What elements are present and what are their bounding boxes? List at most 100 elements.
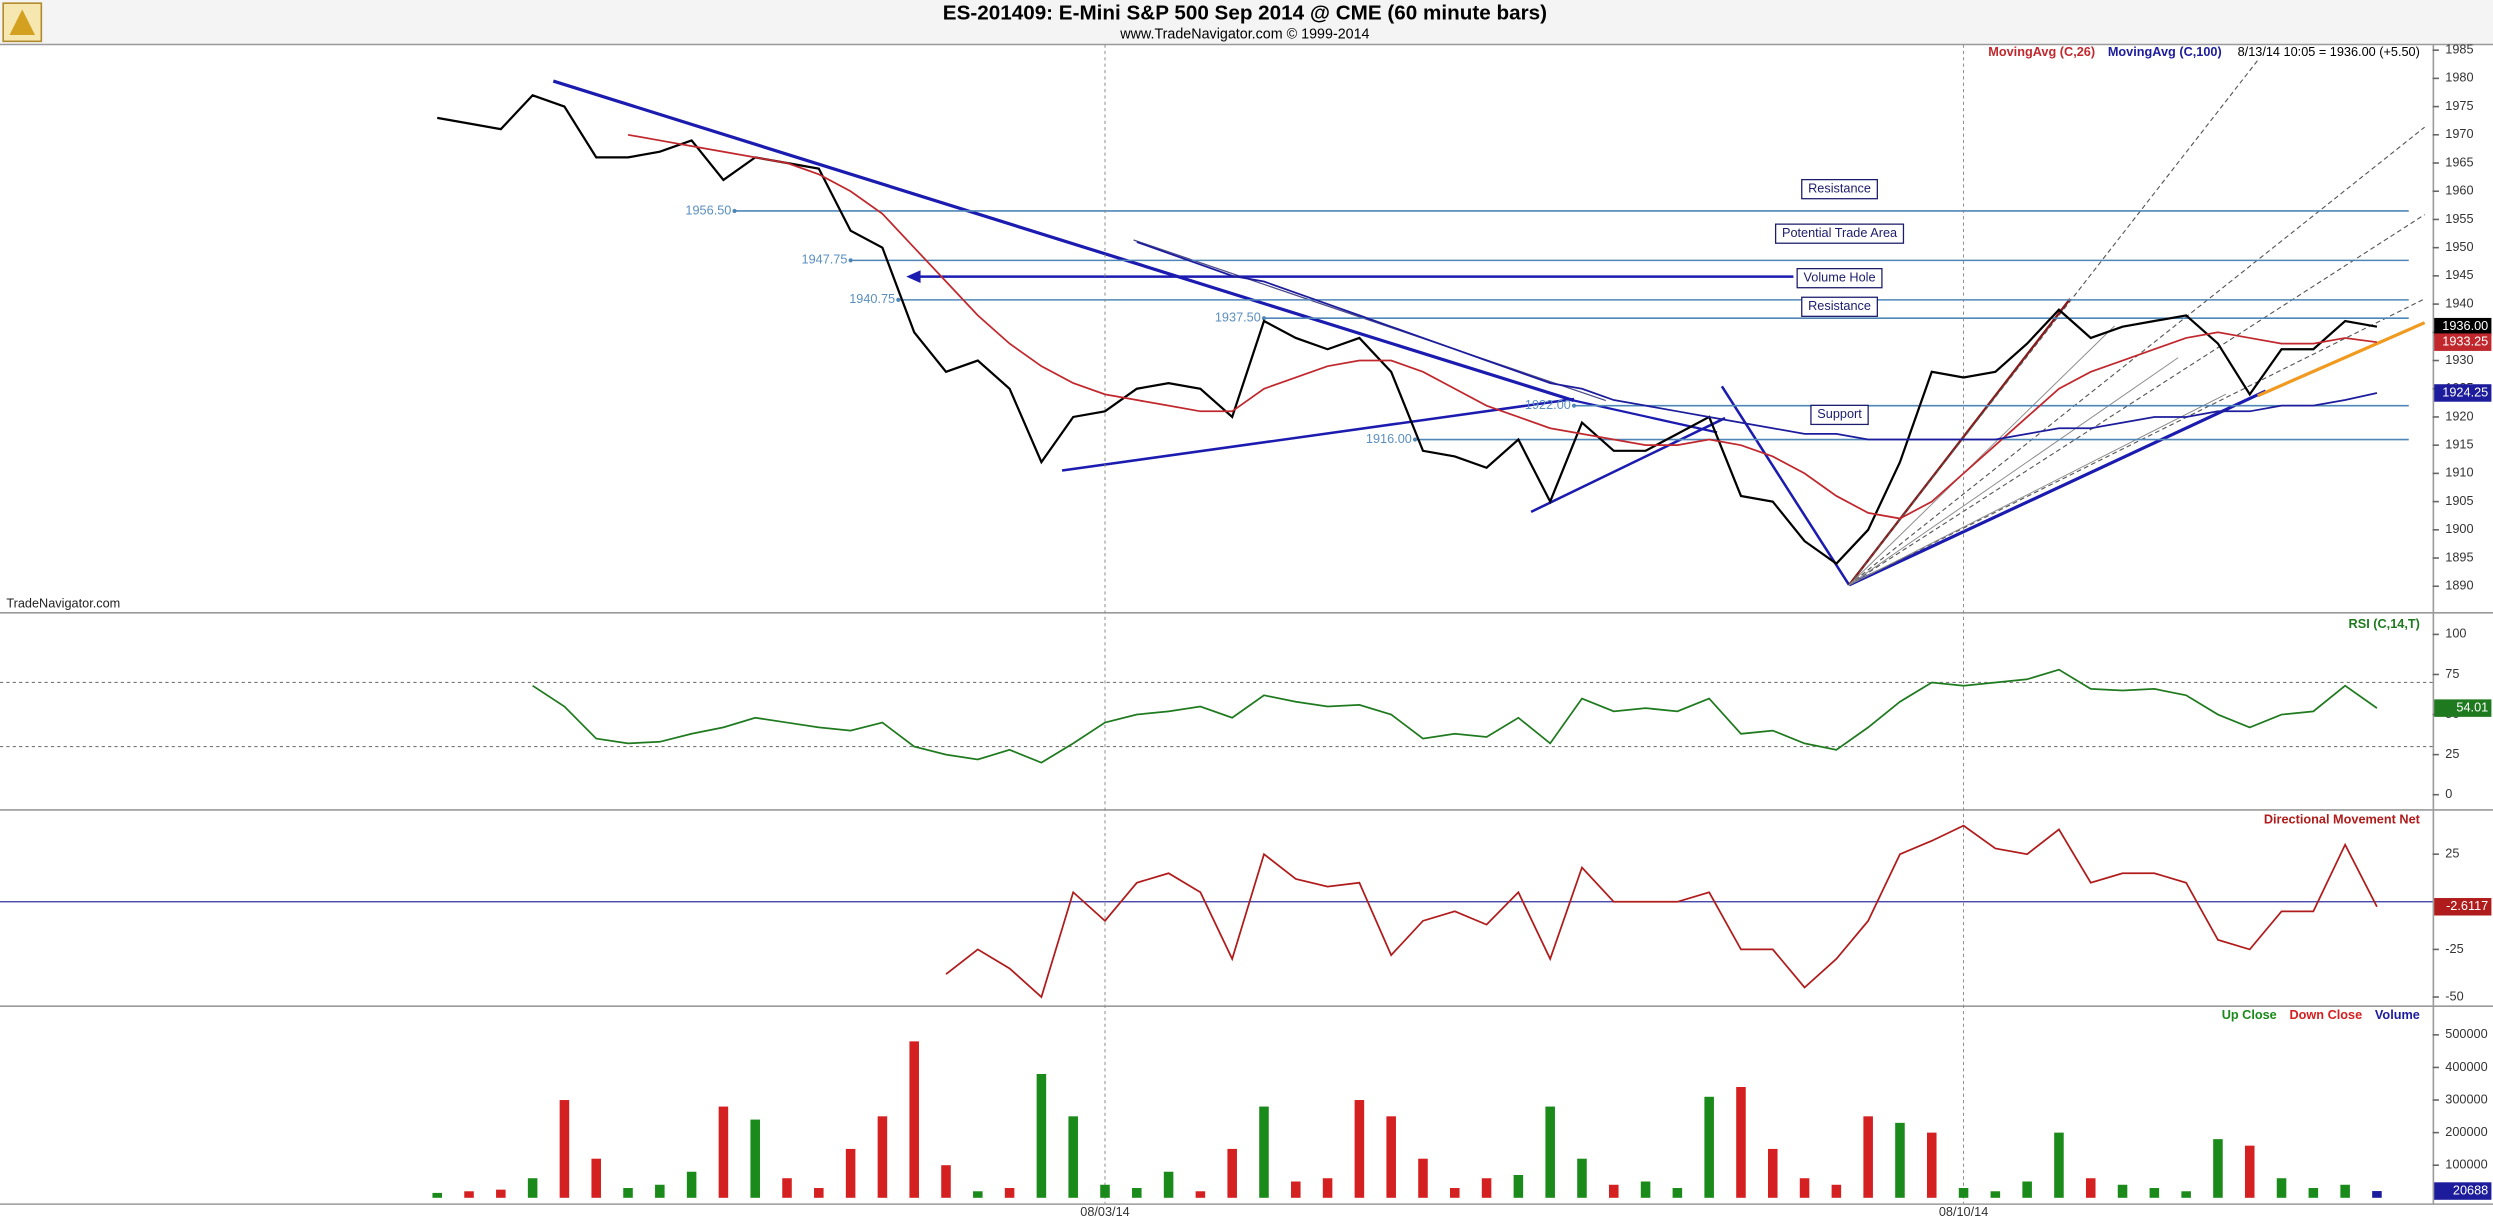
volume-bar: [1895, 1122, 1905, 1198]
volume-bar: [1195, 1191, 1206, 1198]
fan-line: [1848, 214, 2425, 586]
volume-bar: [1609, 1184, 1619, 1198]
series-line: [627, 133, 2378, 520]
volume-bar: [1259, 1106, 1269, 1198]
volume-bar: [2085, 1178, 2096, 1198]
price-level-label: 1916.00: [1366, 431, 1412, 446]
price-level-label: 1922.00: [1525, 397, 1571, 412]
icon-shape: [9, 9, 35, 35]
annotation-box: [1801, 296, 1878, 317]
volume-bar: [1418, 1158, 1428, 1198]
price-level-dot: [732, 208, 737, 214]
y-tick-label: 1960: [2445, 183, 2473, 198]
volume-bar: [2213, 1139, 2223, 1198]
volume-bar: [2340, 1184, 2350, 1198]
volume-bar: [2276, 1178, 2287, 1198]
volume-bar: [1068, 1116, 1078, 1198]
annotation-box: [1796, 268, 1883, 289]
volume-bar: [686, 1171, 697, 1198]
volume-bar: [814, 1188, 824, 1198]
y-tick-label: 200000: [2445, 1124, 2487, 1139]
volume-bar: [1291, 1181, 1301, 1198]
annotation-box: [1801, 178, 1878, 200]
volume-bar: [432, 1192, 442, 1198]
price-level-label: 1940.75: [849, 291, 895, 306]
y-tick-label: 1920: [2445, 408, 2473, 423]
y-tick-label: 1930: [2445, 352, 2473, 367]
y-tick-label: 100: [2445, 626, 2466, 641]
last-value-box: [2434, 898, 2492, 916]
legend-entry: MovingAvg (C,100): [2108, 44, 2222, 59]
volume-bar: [2181, 1191, 2191, 1198]
trend-line: [1133, 239, 1607, 402]
volume-bar: [973, 1191, 983, 1198]
volume-bar: [527, 1178, 538, 1198]
last-value-label: 54.01: [2456, 699, 2488, 714]
chart-title: ES-201409: E-Mini S&P 500 Sep 2014 @ CME…: [943, 2, 1547, 25]
volume-bar: [1386, 1116, 1396, 1198]
y-tick-label: 1895: [2445, 549, 2473, 564]
annotation: Volume Hole: [1804, 270, 1876, 285]
fan-line: [1848, 393, 2227, 586]
annotation: Resistance: [1808, 181, 1871, 196]
volume-bar: [2054, 1132, 2064, 1198]
volume-bar: [1863, 1116, 1873, 1198]
volume-bar: [1672, 1188, 1683, 1198]
volume-bar: [1132, 1188, 1142, 1198]
volume-bar: [2149, 1188, 2160, 1198]
last-value-label: -2.6117: [2446, 898, 2488, 913]
volume-bar: [1640, 1181, 1651, 1198]
y-tick-label: 1890: [2445, 578, 2473, 593]
fan-line: [1848, 325, 2115, 586]
y-tick-label: -25: [2445, 941, 2463, 956]
volume-bar: [1481, 1178, 1492, 1198]
source-label: TradeNavigator.com: [6, 595, 120, 610]
legend-entry: RSI (C,14,T): [2349, 616, 2420, 631]
volume-bar: [941, 1165, 951, 1198]
last-value-box: [2434, 333, 2492, 351]
y-tick-label: 25: [2445, 846, 2459, 861]
volume-bar: [782, 1178, 792, 1198]
legend-quote: 8/13/14 10:05 = 1936.00 (+5.50): [2238, 44, 2420, 59]
annotation: Support: [1817, 406, 1862, 421]
price-level-dot: [1571, 403, 1577, 408]
pane-borders: [0, 43, 2493, 1205]
x-tick-label: 08/03/14: [1080, 1204, 1129, 1219]
volume-bar: [1736, 1086, 1746, 1198]
y-tick-label: 25: [2445, 746, 2459, 761]
last-value-box: [2434, 699, 2492, 717]
volume-bar: [2308, 1188, 2319, 1198]
annotation-box: [1810, 404, 1869, 426]
series-line: [945, 824, 2378, 999]
volume-bar: [1926, 1132, 1937, 1198]
y-tick-label: 1905: [2445, 493, 2473, 508]
trend-line: [1530, 416, 1726, 513]
volume-bar: [1799, 1178, 1810, 1198]
price-level-label: 1947.75: [802, 252, 848, 267]
annotation-box: [1774, 223, 1905, 244]
y-tick-label: 75: [2445, 666, 2459, 681]
volume-bar: [559, 1100, 570, 1198]
last-value-label: 1936.00: [2442, 318, 2488, 333]
y-tick-label: 400000: [2445, 1059, 2487, 1074]
volume-bar: [496, 1189, 506, 1198]
trend-line: [552, 79, 1575, 403]
last-value-box: [2434, 317, 2492, 336]
trend-lines: [552, 60, 2426, 587]
price-level-label: 1937.50: [1215, 310, 1261, 325]
trend-line: [1848, 389, 2267, 587]
fan-line: [1848, 357, 2179, 586]
volume-bar: [1227, 1148, 1237, 1198]
volume-bar: [1450, 1188, 1460, 1198]
volume-bar: [1163, 1171, 1174, 1198]
annotation: Resistance: [1808, 298, 1871, 313]
volume-bar: [1767, 1148, 1778, 1198]
price-level-label: 1956.50: [685, 202, 731, 217]
volume-bar: [623, 1188, 633, 1198]
y-tick-label: 1945: [2445, 267, 2473, 282]
series-line: [1136, 241, 2378, 441]
price-level-dot: [1412, 437, 1418, 442]
volume-bar: [1513, 1174, 1524, 1198]
